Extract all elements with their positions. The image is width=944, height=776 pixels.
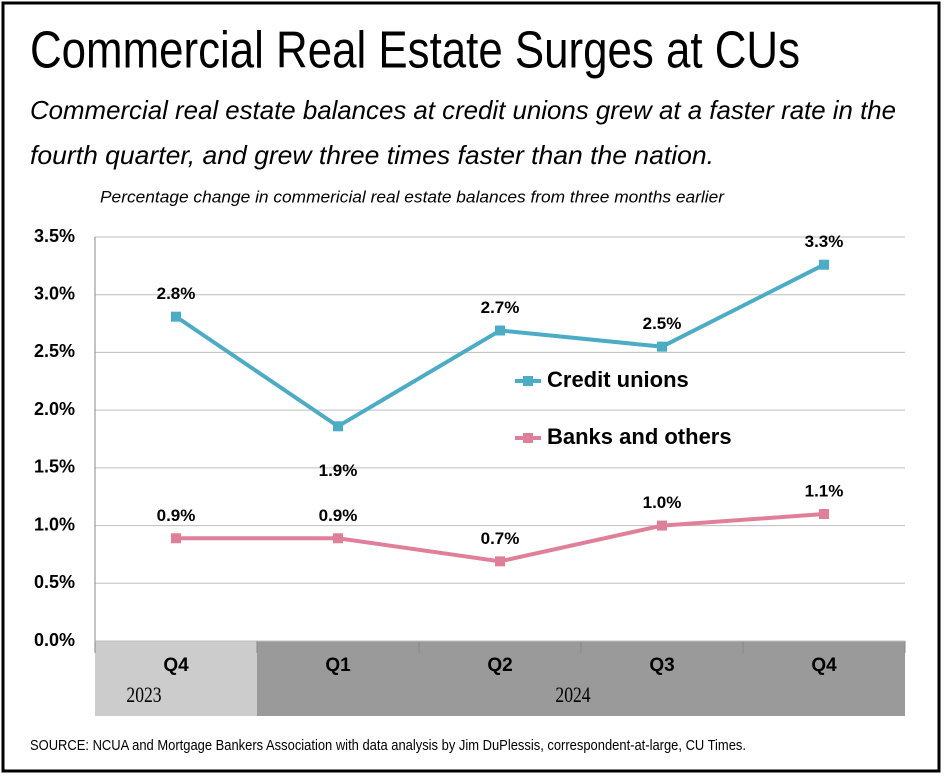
legend-label: Banks and others [547,424,732,449]
data-label: 0.7% [481,529,520,548]
data-label: 2.8% [157,284,196,303]
marker [819,259,829,270]
legend-marker [523,376,533,386]
chart-title: Commercial Real Estate Surges at CUs [30,22,800,80]
data-label: 3.3% [805,232,844,251]
y-tick-label: 0.5% [34,572,75,592]
marker [171,311,181,322]
y-tick-label: 0.0% [34,630,75,650]
data-label: 0.9% [319,506,358,525]
y-tick-label: 2.5% [34,341,75,361]
subtitle: fourth quarter, and grew three times fas… [30,140,714,170]
group-label: 2023 [126,683,161,707]
marker [657,341,667,352]
y-tick-label: 1.5% [34,457,75,477]
data-label: 1.1% [805,482,844,501]
marker [657,520,667,531]
legend-marker [523,433,533,443]
axis-caption: Percentage change in commericial real es… [100,187,725,206]
y-tick-label: 3.5% [34,226,75,246]
data-label: 2.5% [643,314,682,333]
x-tick-label: Q2 [487,655,512,676]
marker [333,533,343,544]
marker [495,556,505,567]
legend-label: Credit unions [547,367,689,392]
marker [333,421,343,432]
x-tick-label: Q3 [649,655,674,676]
x-tick-label: Q4 [811,655,837,676]
data-label: 0.9% [157,506,196,525]
y-tick-label: 3.0% [34,283,75,303]
x-tick-label: Q4 [163,655,189,676]
data-label: 2.7% [481,298,520,317]
y-tick-label: 1.0% [34,514,75,534]
source: SOURCE: NCUA and Mortgage Bankers Associ… [30,737,746,754]
y-tick-label: 2.0% [34,399,75,419]
category-band [257,641,905,716]
marker [171,533,181,544]
subtitle: Commercial real estate balances at credi… [30,95,896,125]
group-label: 2024 [555,683,590,707]
x-tick-label: Q1 [325,655,351,676]
marker [819,509,829,520]
marker [495,325,505,336]
category-band [95,641,257,716]
data-label: 1.9% [319,461,358,480]
data-label: 1.0% [643,493,682,512]
